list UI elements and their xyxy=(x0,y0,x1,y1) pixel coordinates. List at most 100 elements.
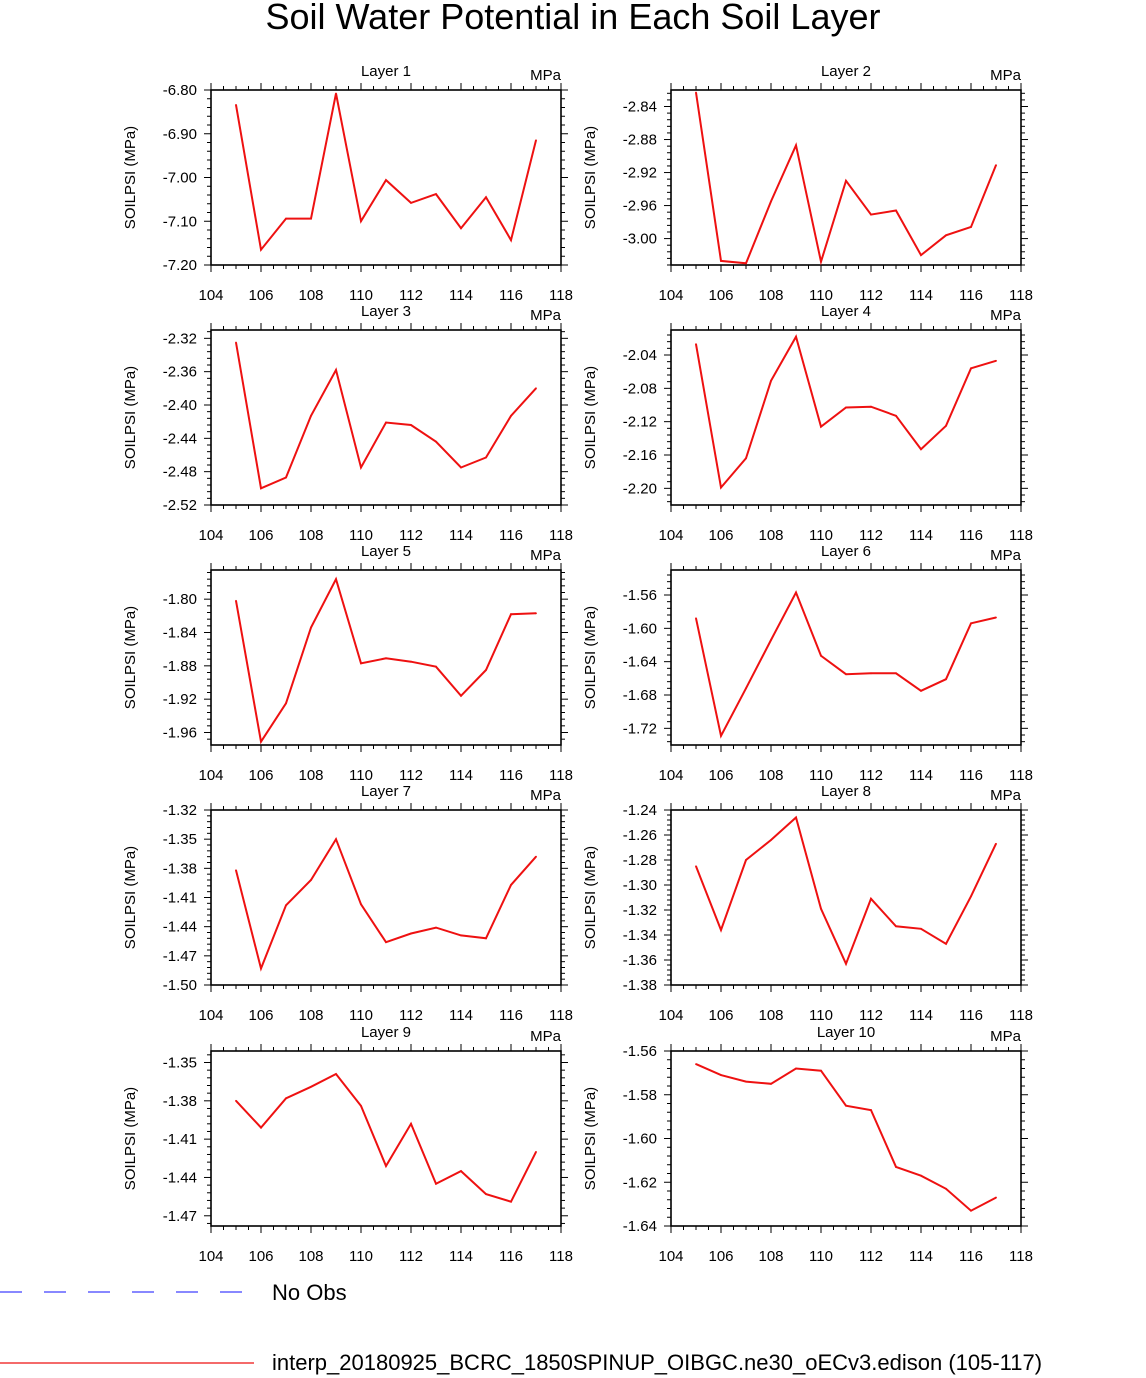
series-line xyxy=(235,342,537,490)
x-tick-label: 112 xyxy=(399,1248,423,1265)
plot-frame xyxy=(670,569,1022,746)
x-tick-label: 110 xyxy=(349,287,373,304)
data-point xyxy=(970,1209,972,1212)
x-tick-label: 116 xyxy=(959,527,983,544)
y-tick-label: -1.36 xyxy=(623,952,657,969)
x-tick-label: 118 xyxy=(1009,287,1033,304)
data-point xyxy=(235,103,237,106)
data-point xyxy=(335,92,337,95)
panel-layer-2: 104 106 108 110 112 114 116 118 -3.00 -2.96 -2.92 -… xyxy=(582,63,1033,304)
x-tick-label: 114 xyxy=(909,1007,933,1024)
x-tick-label: 118 xyxy=(549,527,573,544)
panel-title: Layer 3 xyxy=(361,303,411,320)
y-tick-label: -2.16 xyxy=(623,447,657,464)
data-point xyxy=(720,486,722,489)
x-tick-label: 106 xyxy=(248,287,273,304)
data-point xyxy=(435,193,437,196)
data-point xyxy=(870,405,872,408)
y-tick-label: -2.84 xyxy=(623,99,657,116)
data-point xyxy=(535,1151,537,1153)
x-tick-label: 114 xyxy=(909,767,933,784)
data-point xyxy=(970,226,972,228)
x-tick-label: 108 xyxy=(298,1007,323,1024)
data-point xyxy=(720,734,722,737)
x-tick-label: 114 xyxy=(449,287,473,304)
data-point xyxy=(335,578,337,581)
data-point xyxy=(795,144,797,147)
y-tick-label: -2.36 xyxy=(163,364,197,381)
x-tick-label: 104 xyxy=(198,287,223,304)
data-point xyxy=(945,234,947,237)
data-point xyxy=(285,702,287,705)
y-tick-label: -1.88 xyxy=(163,658,197,675)
data-point xyxy=(460,227,462,230)
y-tick-label: -6.80 xyxy=(163,82,197,99)
data-point xyxy=(845,673,847,676)
data-point xyxy=(995,616,997,619)
data-point xyxy=(360,662,362,665)
x-tick-label: 114 xyxy=(449,527,473,544)
y-tick-label: -1.64 xyxy=(623,654,657,671)
units-label: MPa xyxy=(530,547,562,564)
x-tick-label: 114 xyxy=(909,527,933,544)
plot-frame xyxy=(210,809,562,986)
y-tick-label: -1.24 xyxy=(623,802,657,819)
data-point xyxy=(895,414,897,417)
data-point xyxy=(845,962,847,965)
data-point xyxy=(920,1174,922,1177)
data-point xyxy=(845,179,847,182)
data-point xyxy=(870,672,872,675)
panel-title: Layer 6 xyxy=(821,543,871,560)
x-tick-label: 108 xyxy=(758,527,783,544)
series-line xyxy=(695,815,997,967)
data-point xyxy=(820,654,822,657)
data-point xyxy=(260,740,262,743)
data-point xyxy=(410,201,412,204)
data-point xyxy=(460,1170,462,1172)
data-point xyxy=(310,217,312,220)
x-tick-label: 108 xyxy=(298,527,323,544)
data-point xyxy=(895,925,897,928)
x-tick-label: 110 xyxy=(349,767,373,784)
y-tick-label: -1.60 xyxy=(623,620,657,637)
y-tick-label: -2.44 xyxy=(163,430,197,447)
plot-frame xyxy=(210,1050,562,1227)
data-point xyxy=(285,217,287,220)
y-axis-label: SOILPSI (MPa) xyxy=(582,606,599,709)
x-tick-label: 108 xyxy=(758,1248,783,1265)
data-point xyxy=(895,209,897,212)
units-label: MPa xyxy=(530,787,562,804)
y-axis-label: SOILPSI (MPa) xyxy=(582,126,599,229)
data-point xyxy=(695,617,697,620)
x-tick-label: 114 xyxy=(449,1248,473,1265)
x-tick-label: 110 xyxy=(349,527,373,544)
x-tick-label: 110 xyxy=(809,767,833,784)
x-tick-label: 104 xyxy=(198,1248,223,1265)
data-point xyxy=(895,672,897,675)
data-point xyxy=(310,1085,312,1088)
data-point xyxy=(310,414,312,417)
data-point xyxy=(410,660,412,663)
x-tick-label: 106 xyxy=(708,1248,733,1265)
data-point xyxy=(820,1069,822,1072)
data-point xyxy=(260,248,262,251)
panel-layer-4: 104 106 108 110 112 114 116 118 -2.20 -2.16 -2.12 -… xyxy=(582,303,1033,544)
data-point xyxy=(745,1080,747,1083)
y-tick-label: -2.20 xyxy=(623,480,657,497)
x-tick-label: 108 xyxy=(298,1248,323,1265)
units-label: MPa xyxy=(990,67,1022,84)
x-tick-label: 112 xyxy=(859,287,883,304)
data-point xyxy=(945,942,947,945)
x-tick-label: 118 xyxy=(549,767,573,784)
data-point xyxy=(260,967,262,970)
series-line xyxy=(235,1072,537,1203)
data-point xyxy=(695,865,697,868)
y-tick-label: -1.64 xyxy=(623,1218,657,1235)
x-tick-label: 118 xyxy=(1009,1248,1033,1265)
data-point xyxy=(820,907,822,910)
data-point xyxy=(335,1073,337,1075)
x-tick-label: 106 xyxy=(708,767,733,784)
data-point xyxy=(920,254,922,256)
data-point xyxy=(795,591,797,594)
